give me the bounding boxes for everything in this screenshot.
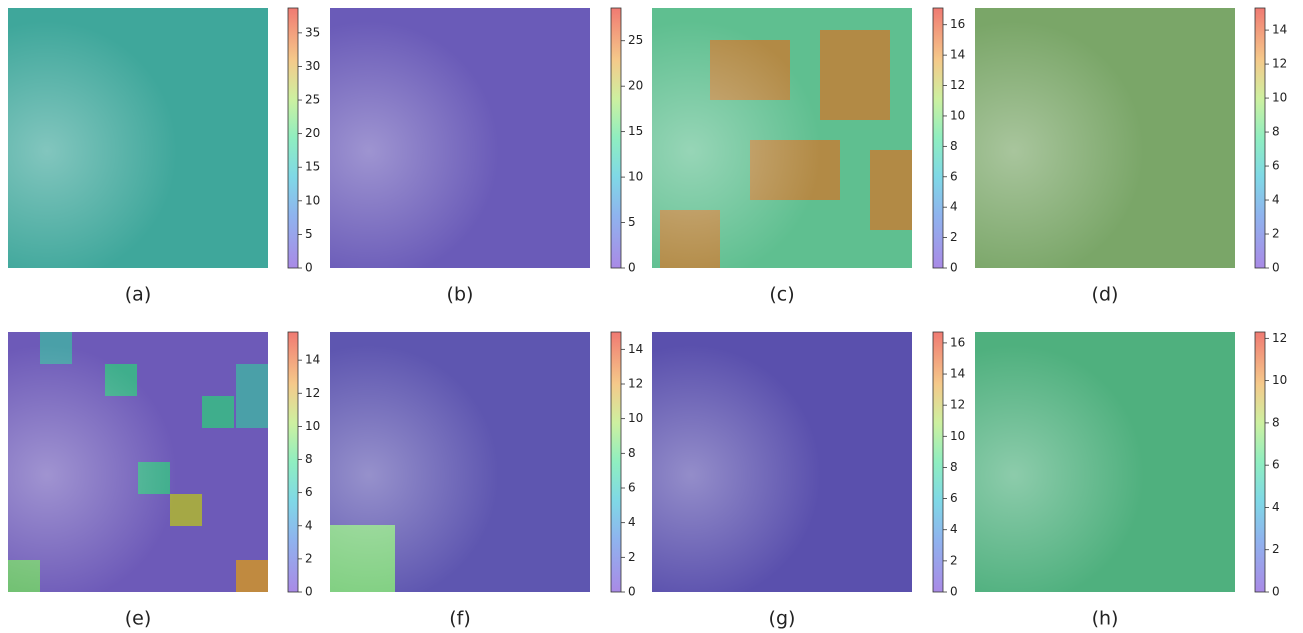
colorbar-tick-label: 10 bbox=[1272, 91, 1287, 105]
colorbar-tick-label: 4 bbox=[305, 518, 313, 532]
colorbar-tick-label: 0 bbox=[1272, 261, 1280, 275]
colorbar-tick-label: 6 bbox=[950, 169, 958, 183]
colorbar bbox=[933, 8, 943, 268]
panel-label: (e) bbox=[125, 608, 152, 630]
colorbar bbox=[1255, 8, 1265, 268]
colorbar-tick-label: 15 bbox=[628, 124, 643, 138]
colorbar-tick-label: 2 bbox=[950, 230, 958, 244]
colorbar-tick-label: 6 bbox=[1272, 458, 1280, 472]
panel-label: (f) bbox=[449, 608, 471, 630]
colorbar bbox=[288, 8, 298, 268]
colorbar-tick-label: 2 bbox=[1272, 227, 1280, 241]
colorbar-tick-label: 10 bbox=[628, 411, 643, 425]
colorbar-tick-label: 16 bbox=[950, 335, 965, 349]
colorbar-tick-label: 2 bbox=[950, 553, 958, 567]
colorbar-tick-label: 6 bbox=[628, 481, 636, 495]
colorbar-tick-label: 2 bbox=[1272, 542, 1280, 556]
panel-label: (g) bbox=[769, 608, 796, 630]
colorbar-tick-label: 20 bbox=[628, 79, 643, 93]
colorbar-tick-label: 14 bbox=[1272, 23, 1287, 37]
colorbar-tick-label: 2 bbox=[628, 550, 636, 564]
colorbar-tick-label: 30 bbox=[305, 59, 320, 73]
colorbar-tick-label: 8 bbox=[1272, 125, 1280, 139]
colorbar-tick-label: 0 bbox=[628, 261, 636, 275]
panel-label: (h) bbox=[1092, 608, 1119, 630]
colorbar-tick-label: 12 bbox=[1272, 331, 1287, 345]
colorbar-tick-label: 25 bbox=[628, 33, 643, 47]
colorbar-tick-label: 20 bbox=[305, 126, 320, 140]
colorbar-tick-label: 10 bbox=[628, 170, 643, 184]
colorbar-tick-label: 2 bbox=[305, 551, 313, 565]
colorbar-tick-label: 12 bbox=[950, 78, 965, 92]
colorbar bbox=[611, 8, 621, 268]
colorbar-tick-label: 4 bbox=[950, 522, 958, 536]
colorbar-tick-label: 12 bbox=[1272, 57, 1287, 71]
colorbar bbox=[288, 332, 298, 592]
colorbar-tick-label: 35 bbox=[305, 25, 320, 39]
colorbar-tick-label: 0 bbox=[305, 585, 313, 599]
figure: (a)05101520253035(b)0510152025(c)0246810… bbox=[0, 0, 1303, 633]
colorbar-tick-label: 4 bbox=[1272, 500, 1280, 514]
colorbar-tick-label: 25 bbox=[305, 93, 320, 107]
colorbar-tick-label: 14 bbox=[305, 353, 320, 367]
colorbar-tick-label: 10 bbox=[950, 108, 965, 122]
colorbar-tick-label: 14 bbox=[950, 48, 965, 62]
colorbar bbox=[611, 332, 621, 592]
colorbar-tick-label: 12 bbox=[950, 398, 965, 412]
colorbar-tick-label: 8 bbox=[950, 460, 958, 474]
colorbar-tick-label: 8 bbox=[628, 446, 636, 460]
colorbar-tick-label: 4 bbox=[628, 515, 636, 529]
colorbar-tick-label: 8 bbox=[305, 452, 313, 466]
colorbar-tick-label: 12 bbox=[305, 386, 320, 400]
colorbar-tick-label: 14 bbox=[950, 367, 965, 381]
colorbar-tick-label: 12 bbox=[628, 377, 643, 391]
colorbar-tick-label: 4 bbox=[1272, 193, 1280, 207]
colorbar-tick-label: 0 bbox=[950, 261, 958, 275]
colorbar-tick-label: 0 bbox=[628, 585, 636, 599]
colorbar-tick-label: 16 bbox=[950, 17, 965, 31]
panel-label: (b) bbox=[447, 284, 474, 306]
panel-label: (c) bbox=[769, 284, 794, 306]
colorbar-tick-label: 6 bbox=[305, 485, 313, 499]
colorbar-tick-label: 5 bbox=[628, 215, 636, 229]
panel-label: (a) bbox=[125, 284, 151, 306]
colorbar-tick-label: 10 bbox=[950, 429, 965, 443]
colorbar bbox=[933, 332, 943, 592]
colorbar-tick-label: 0 bbox=[1272, 585, 1280, 599]
colorbar-tick-label: 10 bbox=[1272, 373, 1287, 387]
colorbar-tick-label: 10 bbox=[305, 193, 320, 207]
colorbar-tick-label: 0 bbox=[305, 261, 313, 275]
colorbar-tick-label: 8 bbox=[1272, 415, 1280, 429]
colorbar-tick-label: 6 bbox=[1272, 159, 1280, 173]
colorbar-tick-label: 8 bbox=[950, 139, 958, 153]
colorbar-tick-label: 15 bbox=[305, 160, 320, 174]
colorbar-tick-label: 0 bbox=[950, 585, 958, 599]
heatmap-images bbox=[8, 8, 1235, 592]
colorbar-tick-label: 10 bbox=[305, 419, 320, 433]
colorbar-tick-label: 5 bbox=[305, 227, 313, 241]
panel-label: (d) bbox=[1092, 284, 1119, 306]
colorbar-tick-label: 6 bbox=[950, 491, 958, 505]
colorbar-tick-label: 14 bbox=[628, 342, 643, 356]
colorbar bbox=[1255, 332, 1265, 592]
colorbar-tick-label: 4 bbox=[950, 200, 958, 214]
